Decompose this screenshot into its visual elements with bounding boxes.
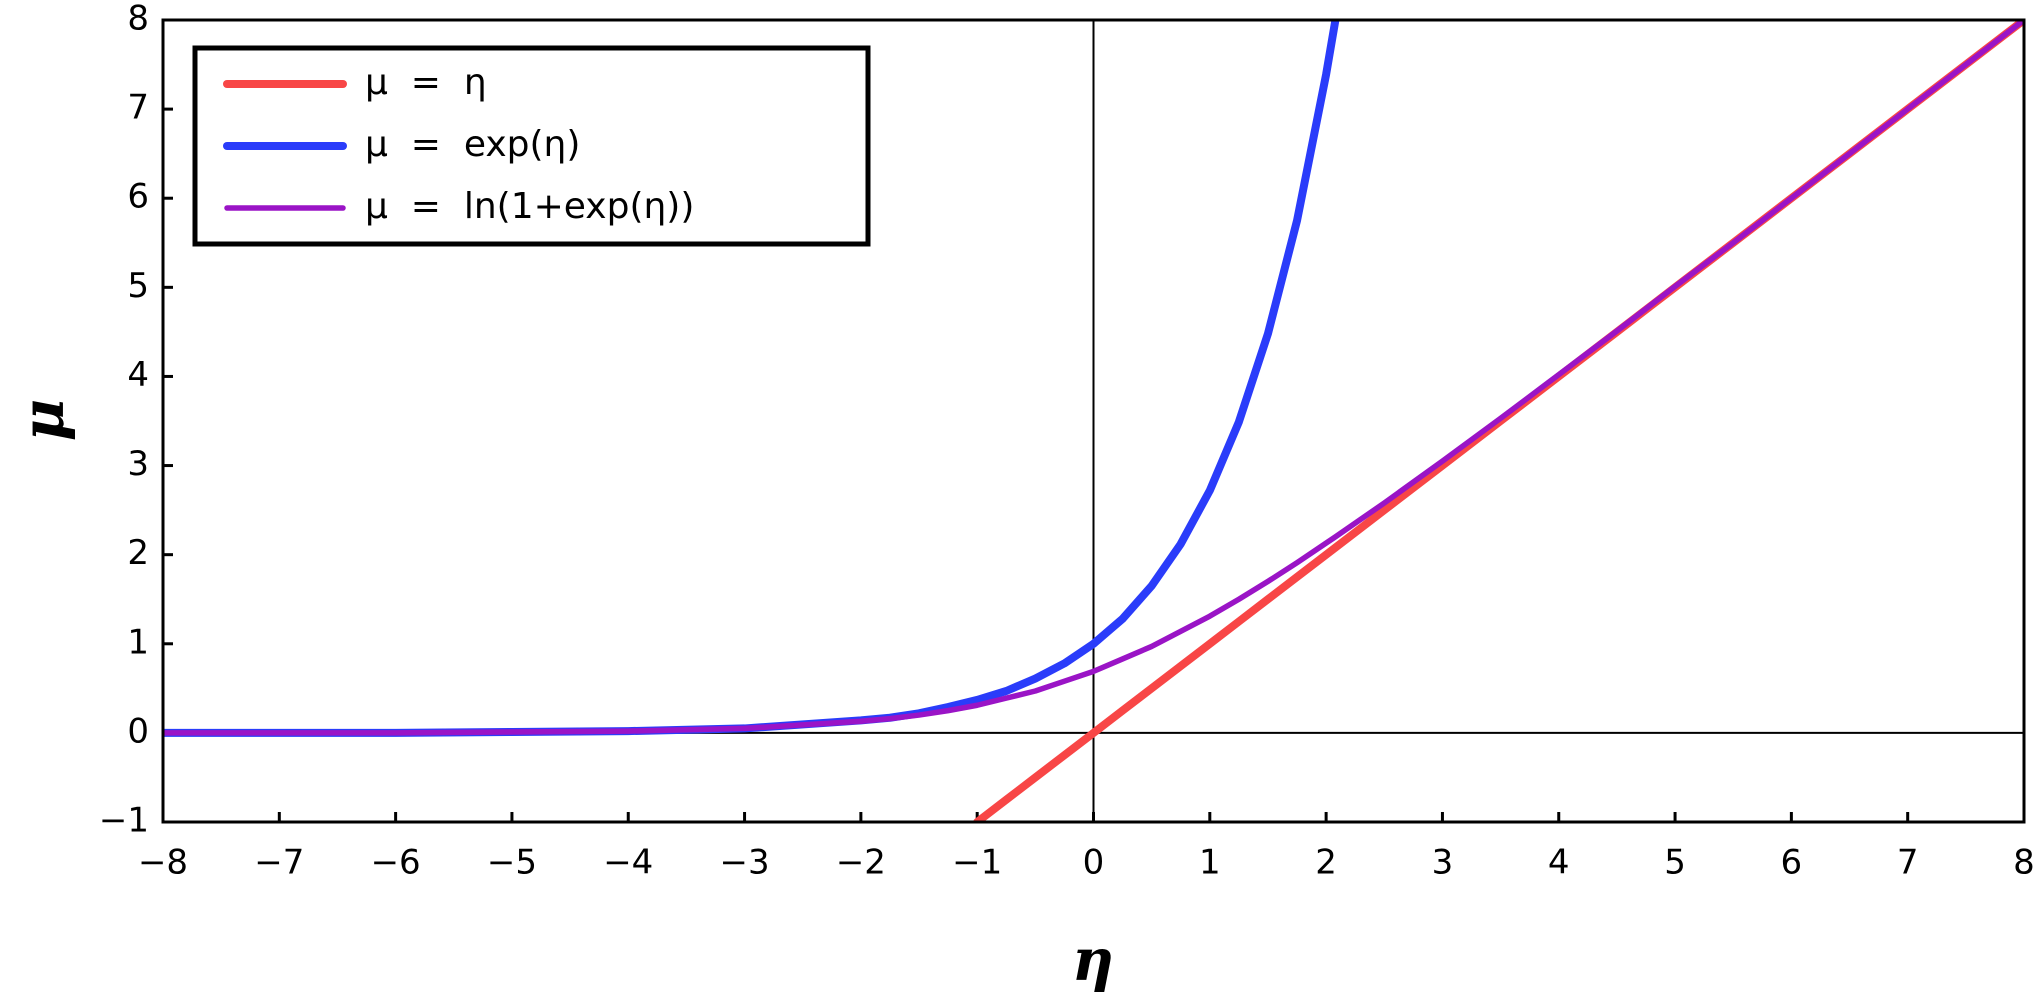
x-tick-label: 3 bbox=[1432, 843, 1454, 883]
y-tick-label: 1 bbox=[127, 622, 149, 662]
series-line bbox=[163, 20, 2024, 736]
plot-frame bbox=[161, 18, 2026, 824]
x-tick-label: −7 bbox=[254, 843, 304, 883]
x-tick-label: −6 bbox=[371, 843, 421, 883]
x-tick-label: −4 bbox=[603, 843, 653, 883]
x-tick-label: −2 bbox=[836, 843, 886, 883]
y-tick-label: 7 bbox=[127, 88, 149, 128]
x-axis-label: η bbox=[1072, 926, 1114, 994]
y-tick-label: 2 bbox=[127, 533, 149, 573]
y-tick-label: 3 bbox=[127, 444, 149, 484]
x-tick-label: −1 bbox=[952, 843, 1002, 883]
x-tick-label: −5 bbox=[487, 843, 537, 883]
legend-label: μ = η bbox=[365, 62, 487, 103]
y-tick-label: 6 bbox=[127, 177, 149, 217]
x-tick-label: 0 bbox=[1083, 843, 1105, 883]
legend-label: μ = exp(η) bbox=[365, 124, 580, 165]
y-tick-label: 0 bbox=[127, 711, 149, 751]
x-tick-label: 8 bbox=[2013, 843, 2035, 883]
y-tick-label: 4 bbox=[127, 355, 149, 395]
x-tick-label: 5 bbox=[1664, 843, 1686, 883]
x-tick-label: 4 bbox=[1548, 843, 1570, 883]
x-tick-label: −3 bbox=[720, 843, 770, 883]
x-tick-label: 7 bbox=[1897, 843, 1919, 883]
legend: μ = η μ = exp(η) μ = ln(1+exp(η)) bbox=[192, 45, 871, 247]
x-tick-label: 6 bbox=[1781, 843, 1803, 883]
y-tick-label: −1 bbox=[99, 801, 149, 841]
x-tick-label: −8 bbox=[138, 843, 188, 883]
x-tick-label: 1 bbox=[1199, 843, 1221, 883]
y-tick-label: 5 bbox=[127, 266, 149, 306]
legend-label: μ = ln(1+exp(η)) bbox=[365, 186, 694, 227]
y-tick-label: 8 bbox=[127, 0, 149, 39]
x-tick-label: 2 bbox=[1315, 843, 1337, 883]
y-axis-label: μ bbox=[9, 399, 77, 441]
